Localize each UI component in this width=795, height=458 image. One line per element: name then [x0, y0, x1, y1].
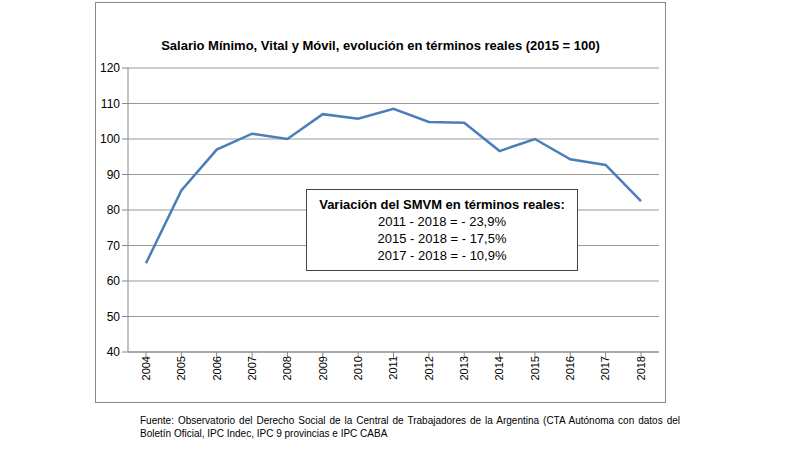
svg-text:2012: 2012 — [423, 356, 435, 380]
svg-text:100: 100 — [100, 132, 120, 146]
svg-text:50: 50 — [107, 310, 121, 324]
svg-text:2008: 2008 — [281, 356, 293, 380]
svg-text:2004: 2004 — [140, 356, 152, 380]
svg-text:70: 70 — [107, 239, 121, 253]
svg-text:2005: 2005 — [175, 356, 187, 380]
svg-text:2014: 2014 — [493, 356, 505, 380]
html-text:Salario Mínimo, Vital y Móvil,: Salario Mínimo, Vital y Móvil, evolución… — [161, 38, 600, 53]
svg-text:2013: 2013 — [458, 356, 470, 380]
svg-text:2009: 2009 — [317, 356, 329, 380]
svg-text:80: 80 — [107, 203, 121, 217]
html-text:2011 - 2018 = - 23,9%: 2011 - 2018 = - 23,9% — [378, 214, 506, 229]
svg-text:2007: 2007 — [246, 356, 258, 380]
svg-text:2010: 2010 — [352, 356, 364, 380]
html-text:2015 - 2018 = - 17,5%: 2015 - 2018 = - 17,5% — [377, 231, 507, 246]
html-text:Fuente: Observatorio del Derec: Fuente: Observatorio del Derecho Social … — [140, 415, 680, 439]
svg-text:2016: 2016 — [564, 356, 576, 380]
html-text:Variación del SMVM en términos: Variación del SMVM en términos reales: — [319, 197, 565, 212]
svg-text:2011: 2011 — [387, 356, 399, 380]
svg-text:2018: 2018 — [635, 356, 647, 380]
svg-text:60: 60 — [107, 274, 121, 288]
svg-text:90: 90 — [107, 168, 121, 182]
svg-text:110: 110 — [101, 97, 120, 111]
svg-text:2006: 2006 — [211, 356, 223, 380]
svg-text:40: 40 — [107, 345, 121, 359]
html-text:2017 - 2018 = - 10,9%: 2017 - 2018 = - 10,9% — [377, 248, 507, 263]
svg-text:120: 120 — [100, 61, 120, 75]
svg-text:2017: 2017 — [599, 356, 611, 380]
svg-text:2015: 2015 — [529, 356, 541, 380]
